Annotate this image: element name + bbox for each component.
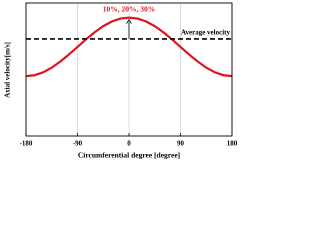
x-axis-label: Circumferential degree [degree]	[78, 151, 180, 160]
annotation: 10%, 20%, 30%	[103, 4, 156, 13]
chart: Axial velocity[m/s] Circumferential degr…	[4, 2, 238, 160]
page: Axial velocity[m/s] Circumferential degr…	[0, 0, 238, 161]
y-axis-label: Axial velocity[m/s]	[4, 42, 12, 98]
plot-frame	[25, 2, 233, 137]
x-tick-label: -180	[20, 140, 33, 148]
data-line	[25, 16, 233, 78]
x-tick-label: 90	[177, 140, 185, 148]
x-tick-label: 0	[127, 140, 131, 148]
x-tick-label: -90	[73, 140, 83, 148]
average-label: Average velocity	[181, 29, 231, 37]
x-tick-label: 180	[227, 140, 237, 148]
annotation-arrowhead	[126, 18, 132, 24]
